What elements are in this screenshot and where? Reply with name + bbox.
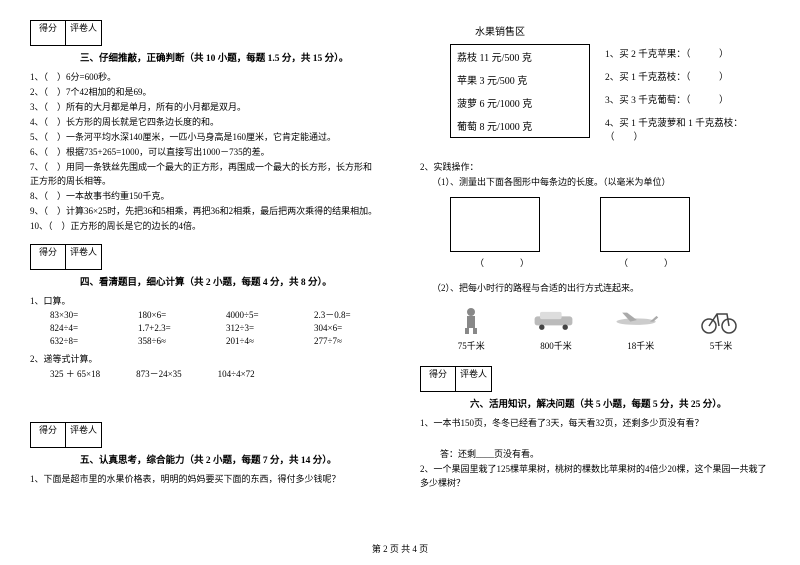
s5-q1: 1、下面是超市里的水果价格表，明明的妈妈要买下面的东西，得付多少钱呢？ bbox=[30, 472, 380, 486]
section-6-title: 六、活用知识，解决问题（共 5 小题，每题 5 分，共 25 分）。 bbox=[470, 396, 770, 410]
paren: （ ） bbox=[619, 256, 673, 269]
speed-row: 75千米 800千米 18千米 5千米 bbox=[430, 339, 760, 352]
q3-1: 1、（ ）6分=600秒。 bbox=[30, 70, 380, 84]
s6-q1-ans: 答：还剩____页没有看。 bbox=[440, 447, 770, 461]
buy-item: 1、买 2 千克苹果：（ ） bbox=[605, 46, 770, 60]
buy-item: 2、买 1 千克荔枝：（ ） bbox=[605, 69, 770, 83]
buy-list: 1、买 2 千克苹果：（ ） 2、买 1 千克荔枝：（ ） 3、买 3 千克葡萄… bbox=[605, 46, 770, 152]
page-footer: 第 2 页 共 4 页 bbox=[0, 542, 800, 555]
s6-q1: 1、一本书150页，冬冬已经看了3天，每天看32页，还剩多少页没有看？ bbox=[420, 416, 770, 430]
q3-3: 3、（ ）所有的大月都是单月，所有的小月都是双月。 bbox=[30, 100, 380, 114]
plane-icon bbox=[614, 305, 659, 335]
s4-q2-label: 2、递等式计算。 bbox=[30, 352, 380, 366]
grader-label: 评卷人 bbox=[66, 244, 102, 270]
q3-6: 6、（ ）根据735+265=1000，可以直接写出1000－735的差。 bbox=[30, 145, 380, 159]
grader-label: 评卷人 bbox=[66, 422, 102, 448]
left-column: 得分 评卷人 三、仔细推敲，正确判断（共 10 小题，每题 1.5 分，共 15… bbox=[0, 0, 400, 565]
transport-bike bbox=[696, 305, 741, 335]
score-box-3: 得分 评卷人 bbox=[30, 20, 380, 46]
calc-row-2: 824÷4= 1.7+2.3= 312÷3= 304×6= bbox=[50, 322, 380, 335]
section-4-title: 四、看清题目，细心计算（共 2 小题，每题 4 分，共 8 分）。 bbox=[80, 274, 380, 288]
calc: 4000÷5= bbox=[226, 309, 284, 322]
calc-row-3: 632÷8= 358÷6≈ 201÷4≈ 277÷7≈ bbox=[50, 335, 380, 348]
section-5-title: 五、认真思考，综合能力（共 2 小题，每题 7 分，共 14 分）。 bbox=[80, 452, 380, 466]
transport-car bbox=[531, 305, 576, 335]
speed: 5千米 bbox=[710, 339, 733, 352]
measure-box-1 bbox=[450, 197, 540, 252]
paren: （ ） bbox=[475, 256, 529, 269]
grader-label: 评卷人 bbox=[456, 366, 492, 392]
transport-person bbox=[449, 305, 494, 335]
score-label: 得分 bbox=[420, 366, 456, 392]
calc: 277÷7≈ bbox=[314, 335, 372, 348]
person-icon bbox=[449, 305, 494, 335]
calc: 83×30= bbox=[50, 309, 108, 322]
calc: 1.7+2.3= bbox=[138, 322, 196, 335]
calc: 358÷6≈ bbox=[138, 335, 196, 348]
grader-label: 评卷人 bbox=[66, 20, 102, 46]
calc: 201÷4≈ bbox=[226, 335, 284, 348]
section-3-items: 1、（ ）6分=600秒。 2、（ ）7个42相加的和是69。 3、（ ）所有的… bbox=[30, 70, 380, 233]
speed: 18千米 bbox=[627, 339, 654, 352]
score-label: 得分 bbox=[30, 422, 66, 448]
section-3-title: 三、仔细推敲，正确判断（共 10 小题，每题 1.5 分，共 15 分）。 bbox=[80, 50, 380, 64]
right-column: 水果销售区 荔枝 11 元/500 克 苹果 3 元/500 克 菠萝 6 元/… bbox=[400, 0, 800, 565]
s4-q2-items: 325 ＋ 65×18 873－24×35 104÷4×72 bbox=[50, 367, 380, 381]
calc: 304×6= bbox=[314, 322, 372, 335]
fruit-table: 荔枝 11 元/500 克 苹果 3 元/500 克 菠萝 6 元/1000 克… bbox=[450, 44, 590, 138]
q3-7: 7、（ ）用同一条铁丝先围成一个最大的正方形，再围成一个最大的长方形，长方形和正… bbox=[30, 160, 380, 188]
car-icon bbox=[531, 305, 576, 335]
calc: 312÷3= bbox=[226, 322, 284, 335]
q3-8: 8、（ ）一本故事书约重150千克。 bbox=[30, 189, 380, 203]
score-box-6: 得分 评卷人 bbox=[420, 366, 770, 392]
fruit-region: 水果销售区 荔枝 11 元/500 克 苹果 3 元/500 克 菠萝 6 元/… bbox=[420, 20, 770, 160]
calc: 824÷4= bbox=[50, 322, 108, 335]
q3-10: 10、（ ）正方形的周长是它的边长的4倍。 bbox=[30, 219, 380, 233]
transport-row bbox=[430, 305, 760, 335]
fruit-row: 葡萄 8 元/1000 克 bbox=[451, 114, 589, 137]
transport-plane bbox=[614, 305, 659, 335]
buy-item: 4、买 1 千克菠萝和 1 千克荔枝：（ ） bbox=[605, 115, 770, 143]
q3-2: 2、（ ）7个42相加的和是69。 bbox=[30, 85, 380, 99]
score-label: 得分 bbox=[30, 20, 66, 46]
fruit-row: 苹果 3 元/500 克 bbox=[451, 68, 589, 91]
calc: 2.3－0.8= bbox=[314, 309, 372, 322]
calc: 632÷8= bbox=[50, 335, 108, 348]
measure-boxes bbox=[450, 197, 770, 252]
q3-4: 4、（ ）长方形的周长就是它四条边长度的和。 bbox=[30, 115, 380, 129]
score-box-4: 得分 评卷人 bbox=[30, 244, 380, 270]
q3-9: 9、（ ）计算36×25时，先把36和5相乘，再把36和2相乘，最后把两次乘得的… bbox=[30, 204, 380, 218]
fruit-row: 菠萝 6 元/1000 克 bbox=[451, 91, 589, 114]
calc: 180×6= bbox=[138, 309, 196, 322]
s4-q1-label: 1、口算。 bbox=[30, 294, 380, 308]
practice-label: 2、实践操作： bbox=[420, 160, 770, 174]
score-label: 得分 bbox=[30, 244, 66, 270]
speed: 800千米 bbox=[540, 339, 572, 352]
measure-labels: （ ） （ ） bbox=[475, 256, 770, 269]
speed: 75千米 bbox=[458, 339, 485, 352]
practice-sub2: （2）、把每小时行的路程与合适的出行方式连起来。 bbox=[432, 281, 770, 295]
fruit-row: 荔枝 11 元/500 克 bbox=[451, 45, 589, 68]
practice-sub1: （1）、测量出下面各图形中每条边的长度。（以毫米为单位） bbox=[432, 175, 770, 189]
fruit-region-title: 水果销售区 bbox=[475, 20, 525, 41]
s6-q2: 2、一个果园里栽了125棵苹果树，桃树的棵数比苹果树的4倍少20棵，这个果园一共… bbox=[420, 462, 770, 490]
score-box-5: 得分 评卷人 bbox=[30, 422, 380, 448]
calc-row-1: 83×30= 180×6= 4000÷5= 2.3－0.8= bbox=[50, 309, 380, 322]
q3-5: 5、（ ）一条河平均水深140厘米，一匹小马身高是160厘米，它肯定能通过。 bbox=[30, 130, 380, 144]
bike-icon bbox=[696, 305, 741, 335]
buy-item: 3、买 3 千克葡萄：（ ） bbox=[605, 92, 770, 106]
measure-box-2 bbox=[600, 197, 690, 252]
